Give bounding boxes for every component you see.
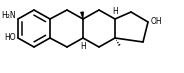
Text: OH: OH: [151, 18, 163, 26]
Polygon shape: [81, 12, 84, 19]
Text: H: H: [112, 7, 118, 16]
Text: H: H: [80, 42, 86, 51]
Text: HO: HO: [4, 34, 16, 42]
Text: H₂N: H₂N: [1, 11, 16, 19]
